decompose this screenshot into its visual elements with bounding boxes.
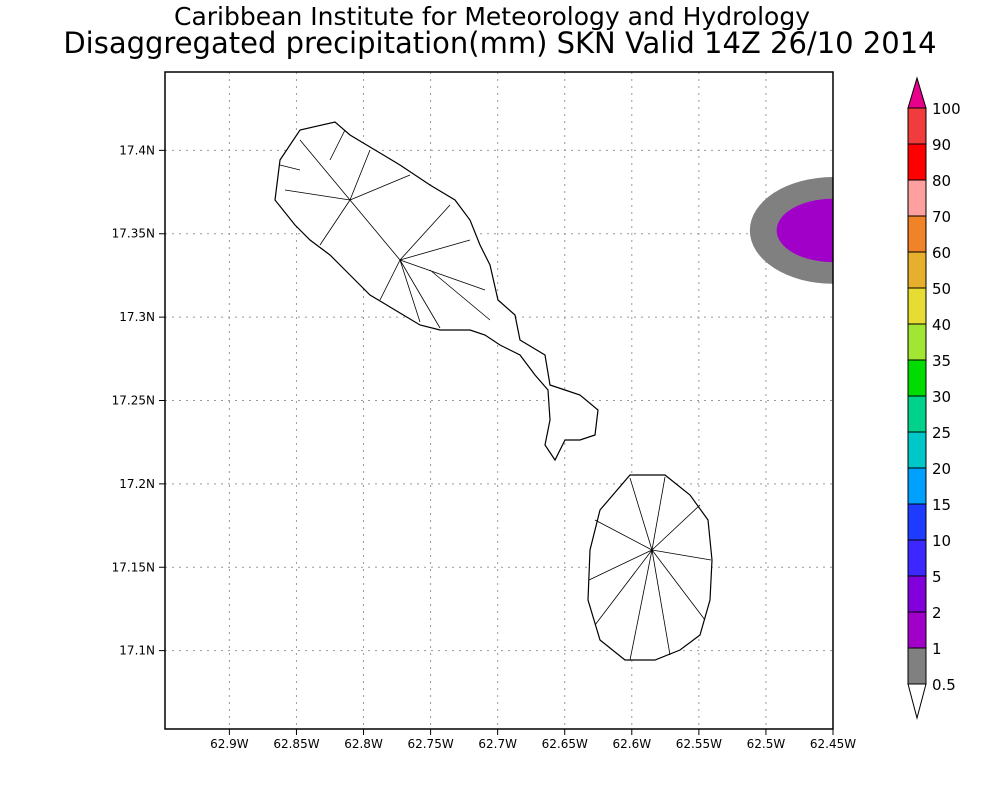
- colorbar-box: [907, 251, 927, 289]
- colorbar-box: [907, 503, 927, 541]
- colorbar-label: 40: [932, 316, 951, 334]
- colorbar-over-triangle: [907, 76, 927, 109]
- y-axis-ticks: 17.4N 17.35N 17.3N 17.25N 17.2N 17.15N 17.1N: [112, 143, 165, 658]
- x-tick-label: 62.55W: [676, 737, 722, 751]
- colorbar-box: [907, 611, 927, 649]
- colorbar-box: [907, 575, 927, 613]
- title-institute: Caribbean Institute for Meteorology and …: [174, 2, 810, 31]
- colorbar-box: [907, 647, 927, 685]
- colorbar: 100 90 80 70 60 50 40 35 30 25 20 15 10 5 2 1 0.5: [907, 76, 961, 720]
- colorbar-label: 50: [932, 280, 951, 298]
- colorbar-box: [907, 467, 927, 505]
- gridlines: [165, 72, 833, 729]
- colorbar-box: [907, 215, 927, 253]
- y-tick-label: 17.25N: [112, 394, 155, 408]
- title-product: Disaggregated precipitation(mm) SKN Vali…: [63, 26, 937, 60]
- x-tick-label: 62.8W: [344, 737, 383, 751]
- colorbar-label: 30: [932, 388, 951, 406]
- colorbar-label: 60: [932, 244, 951, 262]
- y-tick-label: 17.3N: [119, 310, 155, 324]
- x-tick-label: 62.7W: [478, 737, 517, 751]
- colorbar-box: [907, 539, 927, 577]
- colorbar-label: 1: [932, 640, 942, 658]
- colorbar-box: [907, 143, 927, 181]
- colorbar-label: 100: [932, 100, 961, 118]
- x-tick-label: 62.65W: [542, 737, 588, 751]
- x-tick-label: 62.9W: [210, 737, 249, 751]
- colorbar-box: [907, 287, 927, 325]
- colorbar-label: 25: [932, 424, 951, 442]
- colorbar-box: [907, 323, 927, 361]
- colorbar-label: 0.5: [932, 676, 956, 694]
- x-tick-label: 62.75W: [407, 737, 453, 751]
- precip-contour: [776, 198, 833, 263]
- nevis-island: [587, 474, 713, 661]
- x-tick-label: 62.85W: [273, 737, 319, 751]
- x-axis-ticks: 62.9W 62.85W 62.8W 62.75W 62.7W 62.65W 62.6W 62…: [210, 729, 856, 751]
- y-tick-label: 17.1N: [119, 644, 155, 658]
- y-tick-label: 17.15N: [112, 560, 155, 574]
- y-tick-label: 17.2N: [119, 477, 155, 491]
- colorbar-box: [907, 107, 927, 145]
- precip-layer: [749, 177, 833, 284]
- st-kitts-island: [274, 121, 599, 462]
- colorbar-label: 5: [932, 568, 942, 586]
- y-tick-label: 17.35N: [112, 227, 155, 241]
- x-tick-label: 62.6W: [612, 737, 651, 751]
- colorbar-under-triangle: [907, 683, 927, 720]
- y-tick-label: 17.4N: [119, 143, 155, 157]
- x-tick-label: 62.5W: [747, 737, 786, 751]
- colorbar-box: [907, 431, 927, 469]
- colorbar-label: 2: [932, 604, 942, 622]
- colorbar-label: 90: [932, 136, 951, 154]
- x-tick-label: 62.45W: [810, 737, 856, 751]
- colorbar-label: 35: [932, 352, 951, 370]
- colorbar-label: 15: [932, 496, 951, 514]
- colorbar-label: 10: [932, 532, 951, 550]
- colorbar-label: 20: [932, 460, 951, 478]
- colorbar-box: [907, 395, 927, 433]
- colorbar-label: 70: [932, 208, 951, 226]
- colorbar-box: [907, 179, 927, 217]
- colorbar-label: 80: [932, 172, 951, 190]
- colorbar-box: [907, 359, 927, 397]
